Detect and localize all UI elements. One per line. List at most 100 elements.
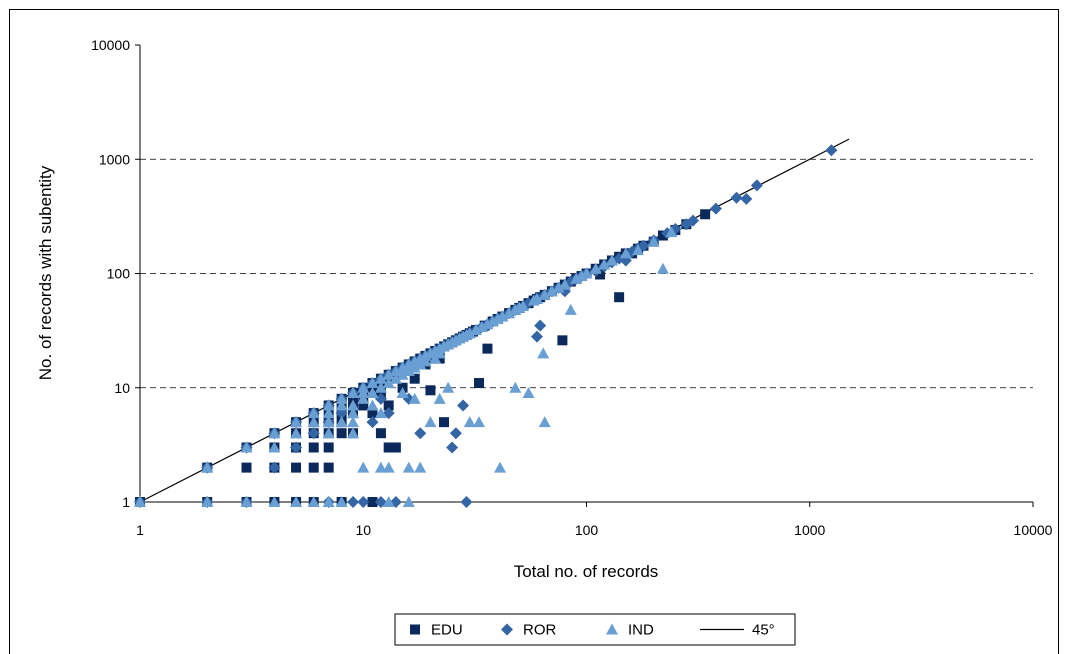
data-points [134, 144, 838, 508]
y-axis-title: No. of records with subentity [36, 165, 55, 380]
point-ind [605, 254, 618, 266]
point-edu [375, 428, 386, 439]
point-ind [580, 267, 593, 279]
point-ind [647, 235, 660, 247]
point-ind [335, 399, 348, 411]
x-tick-label: 100 [575, 522, 599, 538]
legend-label: IND [628, 622, 654, 639]
point-ind [503, 307, 516, 319]
point-ind [268, 496, 281, 507]
point-ror [637, 239, 650, 252]
point-ind [665, 226, 678, 238]
point-ind [335, 416, 348, 428]
point-ind [347, 399, 360, 411]
point-ind [322, 496, 335, 507]
point-ind [347, 386, 360, 398]
point-ind [240, 441, 253, 453]
point-edu [336, 428, 347, 439]
point-ind [374, 461, 387, 473]
point-ind [408, 392, 421, 404]
point-edu [434, 353, 445, 364]
point-ror [446, 441, 459, 454]
y-tick-label: 1000 [99, 151, 130, 167]
point-ind [347, 416, 360, 428]
point-edu [439, 417, 450, 428]
point-edu [367, 497, 378, 507]
point-edu [482, 343, 493, 354]
point-ind [335, 496, 348, 507]
point-ror [307, 427, 320, 440]
point-ind [201, 496, 214, 507]
point-ind [382, 377, 395, 389]
point-edu [425, 385, 436, 396]
point-ind [402, 461, 415, 473]
point-ind [307, 416, 320, 428]
point-ind [463, 327, 476, 339]
point-ind [382, 496, 395, 507]
point-edu [657, 230, 668, 241]
point-ind [522, 386, 535, 398]
point-ind [424, 416, 437, 428]
point-ind [545, 285, 558, 297]
point-edu [358, 400, 369, 411]
point-ind [134, 496, 146, 507]
point-edu [409, 373, 420, 384]
point-ind [402, 365, 415, 377]
legend-label: EDU [431, 622, 463, 639]
x-axis-title: Total no. of records [514, 562, 659, 581]
point-ror [290, 441, 303, 454]
point-ind [396, 386, 409, 398]
point-ror [534, 319, 547, 332]
point-ind [433, 392, 446, 404]
point-ror [374, 392, 387, 405]
point-ror [347, 496, 360, 508]
point-ror [530, 330, 543, 343]
point-ind [322, 427, 335, 439]
y-tick-label: 1 [122, 494, 130, 510]
point-ind [619, 247, 632, 259]
point-ind [290, 416, 303, 428]
point-ind [598, 258, 611, 270]
point-edu [291, 462, 302, 473]
point-edu [323, 442, 334, 453]
point-ror [825, 144, 838, 157]
point-ror [709, 202, 722, 215]
point-ind [307, 407, 320, 419]
point-ind [537, 347, 550, 359]
point-ind [374, 407, 387, 419]
series-ind [134, 226, 678, 507]
point-ind [307, 496, 320, 507]
point-ind [374, 372, 387, 384]
point-ind [473, 416, 486, 428]
legend-label: 45° [752, 622, 775, 639]
point-ind [268, 441, 281, 453]
point-ind [538, 416, 551, 428]
point-ind [589, 262, 602, 274]
point-ror [750, 179, 763, 192]
point-edu [241, 462, 252, 473]
point-ind [374, 381, 387, 393]
y-tick-label: 100 [107, 266, 131, 282]
point-edu [700, 209, 711, 220]
point-ind [552, 281, 565, 293]
point-ror [730, 191, 743, 204]
gridlines [140, 158, 1033, 389]
legend-item-ror: ROR [501, 622, 557, 639]
point-ind [470, 324, 483, 336]
point-ind [322, 407, 335, 419]
point-ind [558, 278, 571, 290]
legend: EDU ROR IND 45° [394, 613, 796, 646]
point-ind [366, 386, 379, 398]
point-ind [538, 288, 551, 300]
point-ind [408, 361, 421, 373]
y-tick-label: 10 [114, 380, 130, 396]
chart-frame [9, 9, 1059, 654]
point-ind [240, 496, 253, 507]
point-ror [619, 254, 632, 267]
point-ror [414, 427, 427, 440]
point-ind [402, 358, 415, 370]
y-tick-label: 10000 [91, 37, 130, 53]
point-ind [201, 461, 214, 473]
point-ind [463, 416, 476, 428]
